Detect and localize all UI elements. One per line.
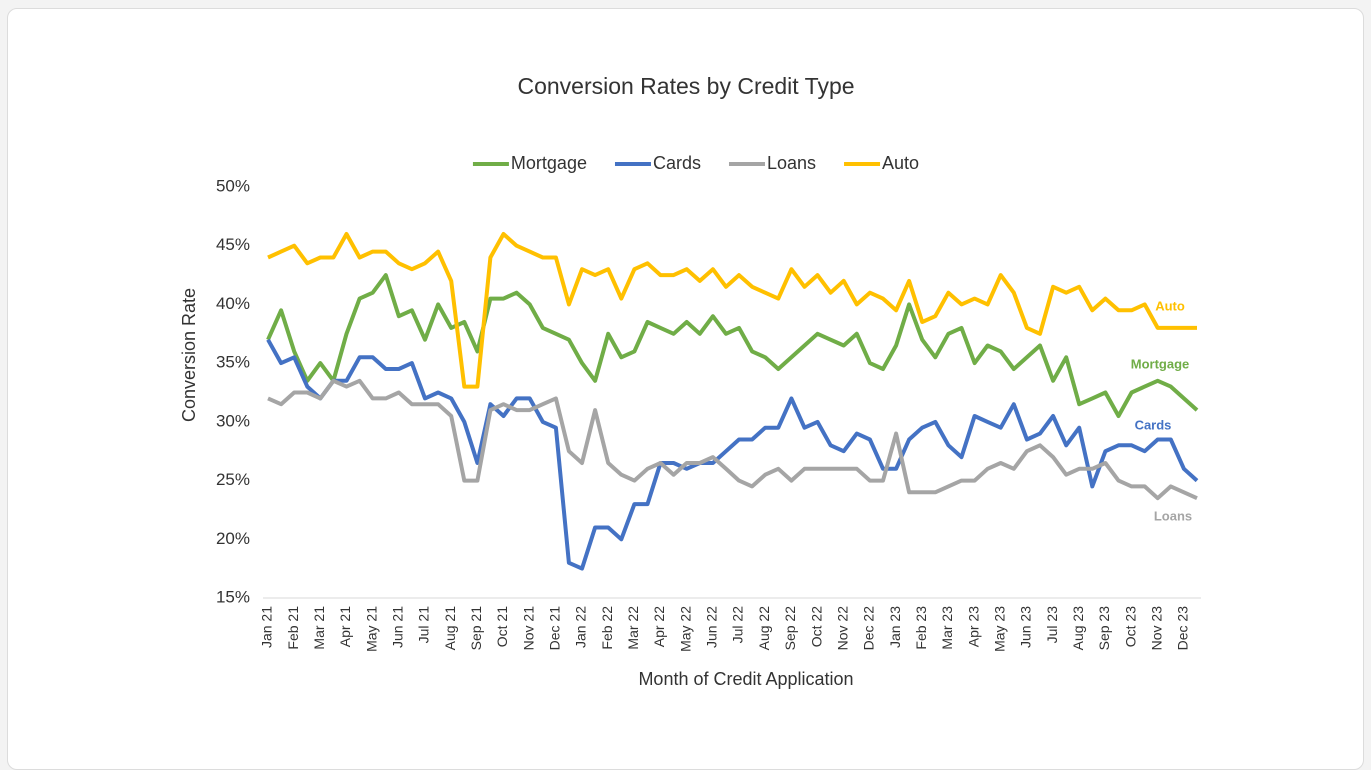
x-axis-title: Month of Credit Application [638,669,853,689]
x-tick-label: May 22 [677,606,693,652]
x-tick-label: Mar 21 [311,606,327,650]
x-tick-label: May 23 [991,606,1007,652]
x-tick-label: Jun 23 [1018,606,1034,648]
x-tick-label: Sep 23 [1096,606,1112,651]
x-tick-label: Feb 21 [285,606,301,650]
x-tick-label: Aug 23 [1070,606,1086,651]
chart: Conversion Rates by Credit Type Month of… [179,73,1201,689]
x-tick-label: Apr 21 [337,606,353,647]
series-end-label: Cards [1135,417,1172,432]
y-tick-label: 15% [216,587,250,606]
x-tick-label: Nov 22 [834,606,850,651]
y-tick-label: 20% [216,529,250,548]
x-tick-label: Jul 22 [730,606,746,644]
x-tick-label: Jan 23 [887,606,903,648]
y-tick-label: 50% [216,176,250,195]
x-tick-label: Jan 22 [573,606,589,648]
series-line [267,378,1198,501]
x-tick-label: Oct 23 [1122,606,1138,647]
x-tick-label: Dec 23 [1175,606,1191,651]
x-tick-label: Sep 22 [782,606,798,651]
x-tick-label: Apr 23 [965,606,981,647]
legend-label: Cards [653,153,701,173]
y-tick-label: 25% [216,470,250,489]
x-tick-label: Dec 22 [861,606,877,651]
legend-label: Auto [882,153,919,173]
y-axis-title: Conversion Rate [179,288,199,422]
series-end-label: Mortgage [1131,356,1190,371]
x-tick-label: Jun 21 [390,606,406,648]
series-line [267,232,1197,389]
x-tick-label: Aug 21 [442,606,458,651]
x-tick-label: Jul 21 [416,606,432,644]
x-tick-label: Sep 21 [468,606,484,651]
legend-label: Loans [767,153,816,173]
x-tick-label: Aug 22 [756,606,772,651]
chart-title: Conversion Rates by Credit Type [517,73,854,99]
y-tick-label: 40% [216,294,250,313]
y-tick-label: 30% [216,411,250,430]
x-tick-label: Jan 21 [259,606,275,648]
series-end-label: Auto [1155,298,1185,313]
x-tick-label: Mar 22 [625,606,641,650]
x-tick-label: Nov 23 [1148,606,1164,651]
x-tick-label: Jul 23 [1044,606,1060,644]
x-tick-label: Apr 22 [651,606,667,647]
x-tick-label: Dec 21 [547,606,563,651]
y-tick-label: 45% [216,235,250,254]
series-line [266,338,1199,571]
series-line [266,273,1199,418]
x-tick-label: Nov 21 [520,606,536,651]
legend-label: Mortgage [511,153,587,173]
x-tick-label: Jun 22 [704,606,720,648]
x-tick-label: Oct 22 [808,606,824,647]
x-tick-label: Feb 22 [599,606,615,650]
x-tick-label: Feb 23 [913,606,929,650]
x-tick-label: Oct 21 [494,606,510,647]
x-tick-label: May 21 [363,606,379,652]
y-tick-label: 35% [216,353,250,372]
x-tick-label: Mar 23 [939,606,955,650]
series-end-label: Loans [1154,508,1192,523]
